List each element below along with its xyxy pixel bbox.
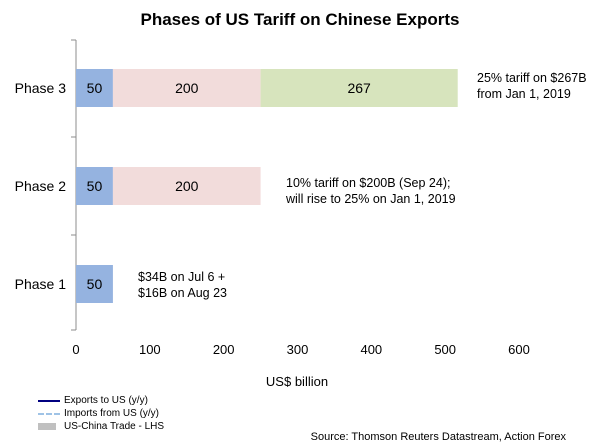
x-tick-label: 0 [72, 342, 79, 357]
legend-dash-swatch [38, 412, 60, 415]
bar-data-label: 50 [87, 276, 103, 292]
x-axis-label: US$ billion [266, 374, 328, 389]
x-tick-label: 300 [287, 342, 309, 357]
legend-label: Imports from US (y/y) [64, 408, 160, 419]
bar-data-label: 50 [87, 80, 103, 96]
bar-segment [76, 69, 113, 107]
bar-data-label: 200 [175, 178, 199, 194]
bar-segment [76, 167, 113, 205]
x-tick-label: 400 [360, 342, 382, 357]
legend-box-swatch [38, 423, 56, 430]
legend-label: US-China Trade - LHS [64, 421, 165, 432]
legend-line-swatch [38, 399, 60, 402]
legend-item: US-China Trade - LHS [38, 420, 164, 433]
source-note: Source: Thomson Reuters Datastream, Acti… [310, 431, 566, 443]
x-tick-label: 500 [434, 342, 456, 357]
legend-item: Imports from US (y/y) [38, 407, 164, 420]
annotation-text: from Jan 1, 2019 [477, 87, 571, 101]
legend-label: Exports to US (y/y) [64, 395, 148, 406]
category-label: Phase 2 [15, 178, 67, 194]
legend: Exports to US (y/y) Imports from US (y/y… [38, 394, 164, 433]
category-label: Phase 1 [15, 276, 67, 292]
x-tick-label: 100 [139, 342, 161, 357]
category-label: Phase 3 [15, 80, 67, 96]
bar-data-label: 200 [175, 80, 199, 96]
x-tick-label: 600 [508, 342, 530, 357]
legend-item: Exports to US (y/y) [38, 394, 164, 407]
chart-title: Phases of US Tariff on Chinese Exports [141, 10, 460, 29]
annotation-text: $16B on Aug 23 [138, 286, 227, 300]
bar-data-label: 50 [87, 178, 103, 194]
bar-segment [260, 69, 458, 107]
bar-segment [112, 167, 261, 205]
annotation-text: 25% tariff on $267B [477, 71, 587, 85]
annotation-text: 10% tariff on $200B (Sep 24); [286, 176, 450, 190]
x-tick-label: 200 [213, 342, 235, 357]
bar-data-label: 267 [347, 80, 371, 96]
bar-segment [76, 265, 113, 303]
bar-segment [112, 69, 261, 107]
annotation-text: will rise to 25% on Jan 1, 2019 [285, 192, 456, 206]
annotation-text: $34B on Jul 6 + [138, 270, 225, 284]
plot-area: 0 100 200 300 400 500 600 Phase 3 50 200 267 Phase … [15, 39, 587, 357]
